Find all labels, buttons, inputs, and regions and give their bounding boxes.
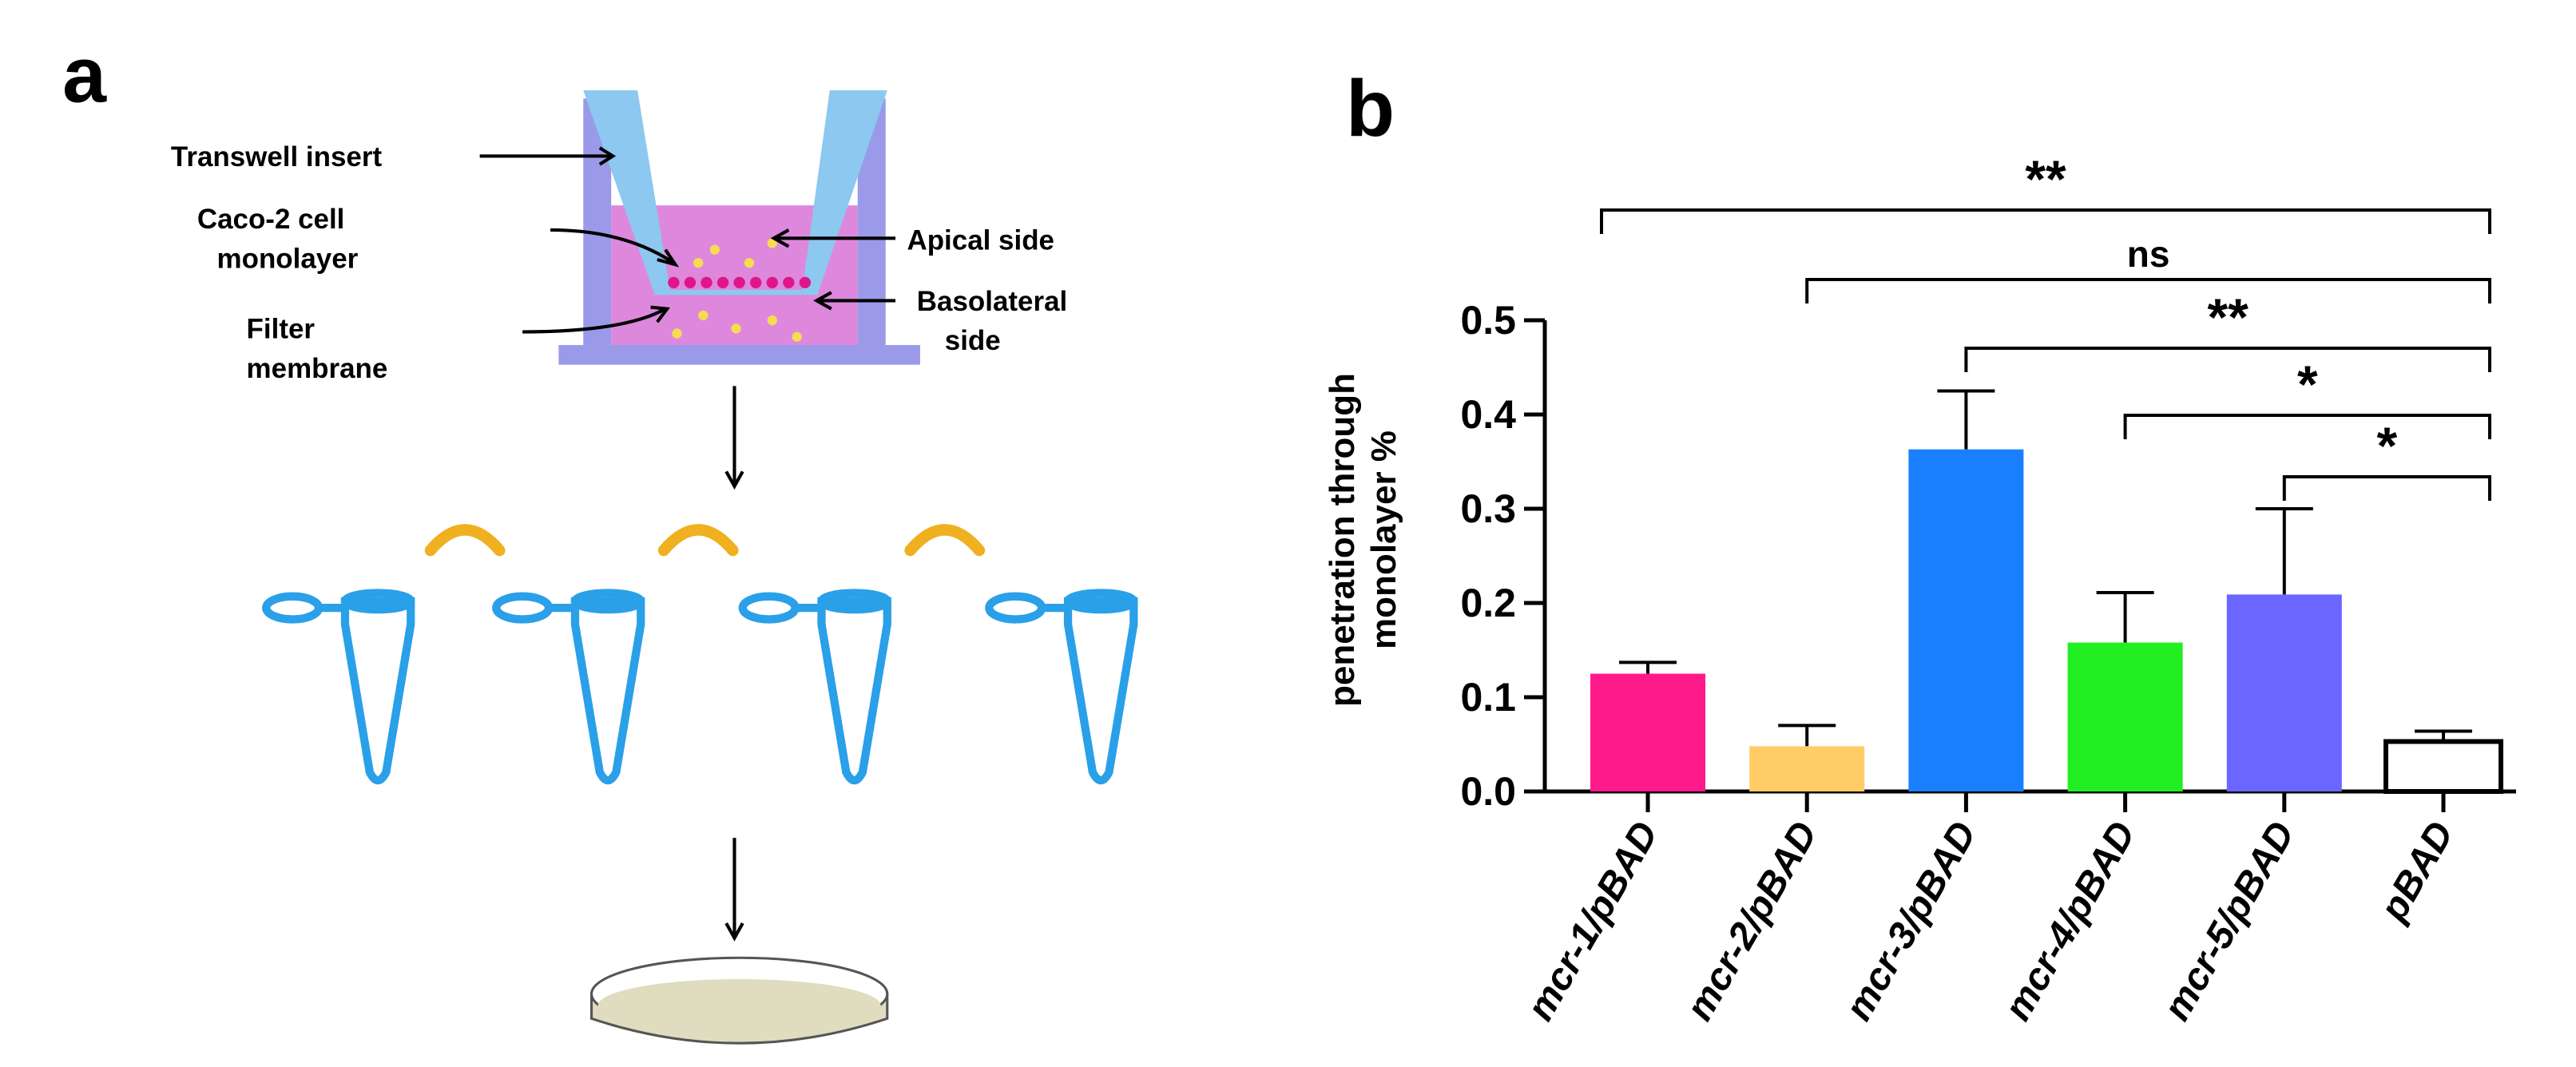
panel-a: a: [62, 31, 1138, 1045]
insert-wall: [801, 90, 887, 293]
bar: [2226, 594, 2342, 791]
tubes: [262, 589, 1138, 785]
diagram-label: Caco-2 cell: [197, 204, 345, 235]
x-tick-label: mcr-4/pBAD: [1997, 815, 2145, 1028]
x-tick-label: mcr-3/pBAD: [1837, 815, 1985, 1028]
bar: [2383, 739, 2503, 795]
significance-bracket: [2123, 414, 2491, 439]
diagram-label: side: [945, 325, 1001, 356]
diagram-label: membrane: [247, 353, 388, 384]
arrows: [479, 146, 896, 942]
significance-bracket: [1600, 208, 2491, 234]
diagram-label: Basolateral: [917, 286, 1067, 317]
bar: [1749, 746, 1865, 791]
panel-label: a: [62, 31, 107, 119]
significance-label: ns: [2127, 233, 2170, 275]
well-base: [558, 344, 920, 365]
diagram-label: monolayer: [217, 243, 359, 274]
y-axis-label: monolayer %: [1364, 430, 1403, 649]
y-tick-label: 0.1: [1460, 675, 1516, 720]
y-tick-label: 0.3: [1460, 486, 1516, 531]
agar: [597, 978, 881, 1032]
y-tick-label: 0.4: [1460, 392, 1516, 437]
y-tick-label: 0.2: [1460, 581, 1516, 625]
significance-bracket: [1964, 347, 2491, 372]
bar: [1908, 449, 2024, 791]
x-tick-label: mcr-2/pBAD: [1678, 815, 1826, 1028]
bar: [1590, 673, 1705, 791]
panel-label: b: [1346, 64, 1395, 153]
insert-wall: [583, 90, 671, 293]
y-axis-label: penetration through: [1323, 373, 1362, 707]
x-tick-label: mcr-5/pBAD: [2156, 815, 2304, 1028]
diagram-label: Apical side: [907, 225, 1054, 256]
x-tick-label: pBAD: [2372, 815, 2463, 930]
significance-bracket: [1805, 278, 2491, 303]
diagram-label: Filter: [247, 314, 316, 345]
cell-monolayer: [668, 276, 812, 289]
significance-label: *: [2297, 355, 2318, 414]
significance-label: **: [2208, 288, 2249, 347]
y-tick-label: 0.5: [1460, 298, 1516, 343]
bar: [2067, 642, 2183, 791]
transfer-arcs: [424, 524, 986, 557]
bacteria: [672, 238, 802, 342]
diagram-label: Transwell insert: [171, 141, 383, 173]
significance-label: *: [2377, 416, 2398, 475]
significance-bracket: [2282, 475, 2491, 501]
y-tick-label: 0.0: [1460, 769, 1516, 814]
significance-label: **: [2025, 149, 2066, 208]
x-tick-label: mcr-1/pBAD: [1519, 815, 1667, 1028]
